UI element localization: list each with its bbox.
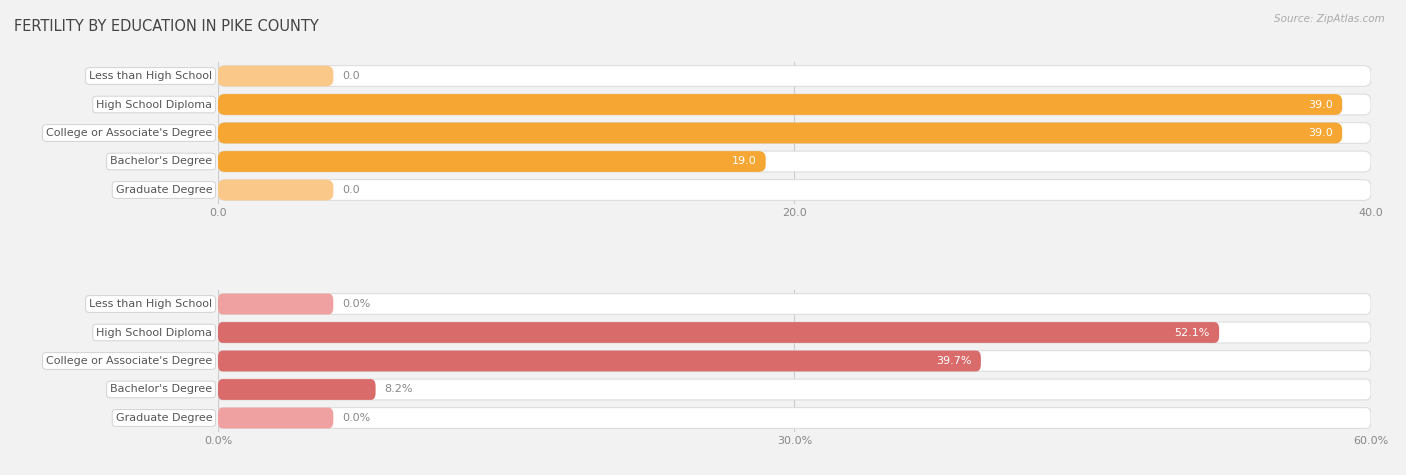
Text: 0.0%: 0.0% — [343, 299, 371, 309]
FancyBboxPatch shape — [218, 94, 1343, 115]
Text: Source: ZipAtlas.com: Source: ZipAtlas.com — [1274, 14, 1385, 24]
FancyBboxPatch shape — [218, 379, 375, 400]
Text: 8.2%: 8.2% — [385, 384, 413, 395]
Text: Bachelor's Degree: Bachelor's Degree — [110, 384, 212, 395]
FancyBboxPatch shape — [218, 180, 1371, 200]
FancyBboxPatch shape — [218, 408, 1371, 428]
Text: 0.0%: 0.0% — [343, 413, 371, 423]
Text: Graduate Degree: Graduate Degree — [115, 413, 212, 423]
Text: Less than High School: Less than High School — [89, 71, 212, 81]
FancyBboxPatch shape — [218, 151, 1371, 172]
FancyBboxPatch shape — [218, 94, 1371, 115]
FancyBboxPatch shape — [218, 351, 981, 371]
Text: Graduate Degree: Graduate Degree — [115, 185, 212, 195]
FancyBboxPatch shape — [218, 180, 333, 200]
Text: Less than High School: Less than High School — [89, 299, 212, 309]
FancyBboxPatch shape — [218, 123, 1371, 143]
Text: College or Associate's Degree: College or Associate's Degree — [46, 128, 212, 138]
FancyBboxPatch shape — [218, 151, 766, 172]
FancyBboxPatch shape — [218, 294, 1371, 314]
Text: 0.0: 0.0 — [343, 185, 360, 195]
Text: High School Diploma: High School Diploma — [96, 99, 212, 110]
Text: 39.0: 39.0 — [1308, 128, 1333, 138]
Text: 19.0: 19.0 — [731, 156, 756, 167]
FancyBboxPatch shape — [218, 294, 333, 314]
Text: 39.7%: 39.7% — [936, 356, 972, 366]
FancyBboxPatch shape — [218, 66, 333, 86]
Text: High School Diploma: High School Diploma — [96, 327, 212, 338]
Text: College or Associate's Degree: College or Associate's Degree — [46, 356, 212, 366]
Text: Bachelor's Degree: Bachelor's Degree — [110, 156, 212, 167]
FancyBboxPatch shape — [218, 379, 1371, 400]
FancyBboxPatch shape — [218, 322, 1219, 343]
Text: 0.0: 0.0 — [343, 71, 360, 81]
FancyBboxPatch shape — [218, 351, 1371, 371]
FancyBboxPatch shape — [218, 322, 1371, 343]
Text: FERTILITY BY EDUCATION IN PIKE COUNTY: FERTILITY BY EDUCATION IN PIKE COUNTY — [14, 19, 319, 34]
FancyBboxPatch shape — [218, 123, 1343, 143]
Text: 39.0: 39.0 — [1308, 99, 1333, 110]
FancyBboxPatch shape — [218, 66, 1371, 86]
FancyBboxPatch shape — [218, 408, 333, 428]
Text: 52.1%: 52.1% — [1174, 327, 1209, 338]
